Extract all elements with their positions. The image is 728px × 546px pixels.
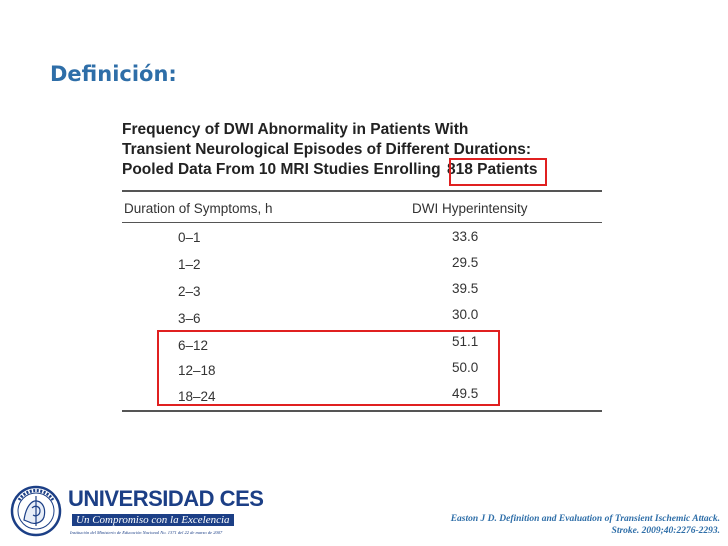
header-duration: Duration of Symptoms, h — [124, 201, 273, 216]
citation-line-1: Easton J D. Definition and Evaluation of… — [450, 514, 720, 524]
slide-title: Definición: — [50, 62, 177, 86]
university-logo: UNIVERSIDAD CES Un Compromiso con la Exc… — [10, 484, 264, 540]
university-name: UNIVERSIDAD CES — [68, 486, 264, 511]
dwi-cell: 50.0 — [452, 360, 479, 375]
table-bottom-rule — [122, 410, 602, 412]
dwi-cell: 29.5 — [452, 255, 479, 270]
dwi-cell: 51.1 — [452, 334, 479, 349]
dwi-cell: 39.5 — [452, 281, 479, 296]
table-top-rule — [122, 190, 602, 192]
rows-highlight-box — [157, 330, 500, 406]
table-header-rule — [122, 222, 602, 223]
duration-cell: 12–18 — [178, 363, 216, 378]
duration-cell: 18–24 — [178, 389, 216, 404]
university-slogan: Un Compromiso con la Excelencia — [72, 514, 234, 526]
caption-line-3-prefix: Pooled Data From 10 MRI Studies Enrollin… — [122, 161, 441, 178]
citation-line-2: Stroke. 2009;40:2276-2293. — [611, 526, 720, 536]
header-dwi: DWI Hyperintensity — [412, 201, 528, 216]
dwi-cell: 33.6 — [452, 229, 479, 244]
table-caption: Frequency of DWI Abnormality in Patients… — [122, 120, 562, 180]
caption-patients-count: 818 Patients — [446, 161, 538, 178]
duration-cell: 1–2 — [178, 257, 201, 272]
duration-cell: 0–1 — [178, 230, 201, 245]
duration-cell: 6–12 — [178, 338, 209, 353]
university-seal-icon — [10, 485, 62, 537]
dwi-cell: 30.0 — [452, 307, 479, 322]
patients-highlight-box — [449, 158, 547, 186]
caption-line-2: Transient Neurological Episodes of Diffe… — [122, 141, 532, 158]
university-fine-print: Institución del Ministerio de Educación … — [70, 530, 223, 535]
duration-cell: 2–3 — [178, 284, 201, 299]
caption-line-1: Frequency of DWI Abnormality in Patients… — [122, 121, 469, 138]
dwi-cell: 49.5 — [452, 386, 479, 401]
duration-cell: 3–6 — [178, 311, 201, 326]
caption-line-3: Pooled Data From 10 MRI Studies Enrollin… — [122, 160, 562, 180]
citation: Easton J D. Definition and Evaluation of… — [390, 513, 720, 537]
